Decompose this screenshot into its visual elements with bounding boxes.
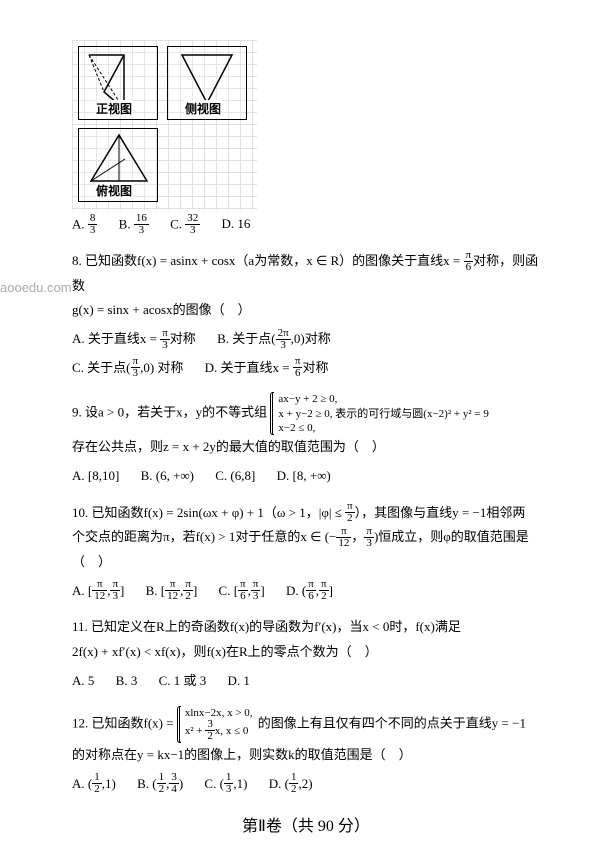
q8: 8. 已知函数f(x) = asinx + cosx（a为常数，x ∈ R）的图… [72, 249, 540, 380]
q8-line2: g(x) = sinx + acosx的图像（ ） [72, 298, 540, 323]
front-view-label: 正视图 [95, 100, 133, 117]
q8-options-row2: C. 关于点(π3,0) 对称 D. 关于直线x = π6对称 [72, 356, 540, 381]
q8-opt-c: C. 关于点(π3,0) 对称 [72, 356, 183, 381]
top-view-label: 俯视图 [95, 182, 133, 199]
q7-opt-d: D. 16 [221, 216, 250, 232]
q7-opt-b: B. 163 [119, 214, 149, 237]
q10: 10. 已知函数f(x) = 2sin(ωx + φ) + 1（ω > 1，|φ… [72, 501, 540, 604]
q9-opt-b: B. (6, +∞) [141, 464, 194, 489]
q11-options: A. 5 B. 3 C. 1 或 3 D. 1 [72, 669, 540, 694]
side-view-panel: 侧视图 [167, 46, 247, 120]
front-view-panel: 正视图 [78, 46, 158, 120]
q12-opt-a: A. (12,1) [72, 772, 116, 797]
q9-line2: 存在公共点，则z = x + 2y的最大值的取值范围为（ ） [72, 435, 540, 460]
q9: 9. 设a > 0，若关于x，y的不等式组 ax−y + 2 ≥ 0, x + … [72, 392, 540, 488]
q10-line2: 个交点的距离为π，若f(x) > 1对于任意的x ∈ (−π12，π3)恒成立，… [72, 525, 540, 574]
q11-opt-b: B. 3 [116, 669, 138, 694]
q11-opt-c: C. 1 或 3 [159, 669, 207, 694]
q10-opt-d: D. (π6,π2] [286, 579, 333, 604]
q10-options: A. [π12,π3] B. [π12,π2] C. [π6,π3] D. (π… [72, 579, 540, 604]
q7-opt-c: C. 323 [170, 214, 200, 237]
q9-options: A. [8,10] B. (6, +∞) C. (6,8] D. [8, +∞) [72, 464, 540, 489]
side-view-label: 侧视图 [184, 100, 222, 117]
q9-opt-d: D. [8, +∞) [277, 464, 331, 489]
q11-opt-a: A. 5 [72, 669, 94, 694]
q12-stem: 12. 已知函数f(x) = xlnx−2x, x > 0, x² + 32x,… [72, 706, 540, 743]
q8-opt-a: A. 关于直线x = π3对称 [72, 327, 196, 352]
q8-options-row1: A. 关于直线x = π3对称 B. 关于点(2π3,0)对称 [72, 327, 540, 352]
q9-cases: ax−y + 2 ≥ 0, x + y−2 ≥ 0, 表示的可行域与圆(x−2)… [272, 392, 488, 435]
q9-stem: 9. 设a > 0，若关于x，y的不等式组 ax−y + 2 ≥ 0, x + … [72, 392, 540, 435]
q11-opt-d: D. 1 [228, 669, 250, 694]
q9-opt-c: C. (6,8] [215, 464, 255, 489]
q10-opt-a: A. [π12,π3] [72, 579, 124, 604]
top-view-panel: 俯视图 [78, 128, 158, 202]
q10-opt-c: C. [π6,π3] [219, 579, 265, 604]
q12-opt-c: C. (13,1) [204, 772, 247, 797]
q8-opt-b: B. 关于点(2π3,0)对称 [217, 327, 331, 352]
q12-line2: 的对称点在y = kx−1的图像上，则实数k的取值范围是（ ） [72, 743, 540, 768]
q8-stem: 8. 已知函数f(x) = asinx + cosx（a为常数，x ∈ R）的图… [72, 249, 540, 298]
q9-opt-a: A. [8,10] [72, 464, 119, 489]
q11-line2: 2f(x) + xf′(x) < xf(x)，则f(x)在R上的零点个数为（ ） [72, 640, 540, 665]
q12-cases: xlnx−2x, x > 0, x² + 32x, x ≤ 0 [179, 706, 253, 743]
q10-opt-b: B. [π12,π2] [146, 579, 198, 604]
q12-options: A. (12,1) B. (12,34) C. (13,1) D. (12,2) [72, 772, 540, 797]
q7-opt-a: A. 83 [72, 214, 97, 237]
page-content: 正视图 侧视图 俯视图 A. 83 B. 163 C. 323 D. 16 8.… [0, 0, 600, 856]
q11: 11. 已知定义在R上的奇函数f(x)的导函数为f′(x)，当x < 0时，f(… [72, 615, 540, 693]
q8-opt-d: D. 关于直线x = π6对称 [205, 356, 329, 381]
q7-options: A. 83 B. 163 C. 323 D. 16 [72, 214, 540, 237]
q12-opt-d: D. (12,2) [269, 772, 313, 797]
q12-opt-b: B. (12,34) [137, 772, 183, 797]
section-2-title: 第Ⅱ卷（共 90 分） [72, 812, 540, 836]
q11-line1: 11. 已知定义在R上的奇函数f(x)的导函数为f′(x)，当x < 0时，f(… [72, 615, 540, 640]
three-view-figure: 正视图 侧视图 俯视图 [72, 40, 257, 210]
q10-line1: 10. 已知函数f(x) = 2sin(ωx + φ) + 1（ω > 1，|φ… [72, 501, 540, 526]
q12: 12. 已知函数f(x) = xlnx−2x, x > 0, x² + 32x,… [72, 706, 540, 797]
